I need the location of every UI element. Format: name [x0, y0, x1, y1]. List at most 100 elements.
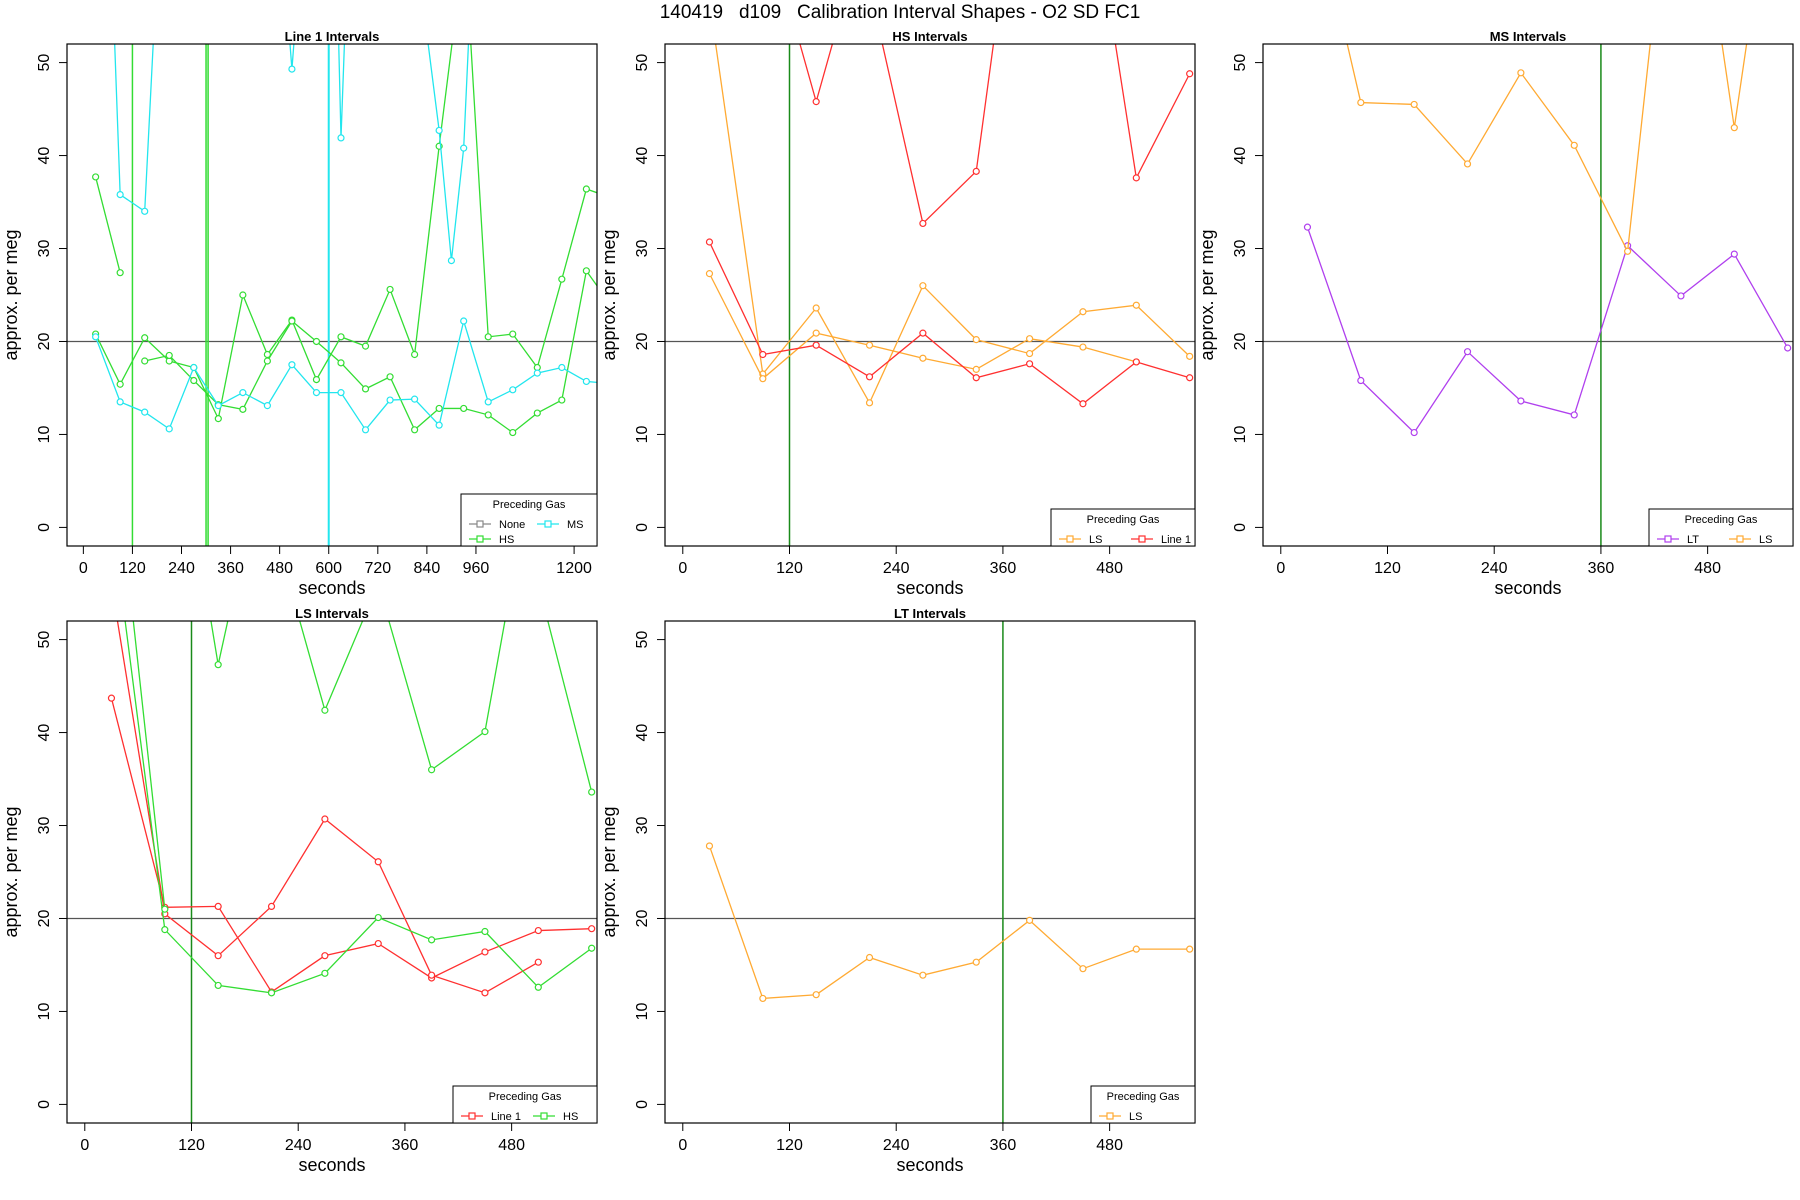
series-line — [94, 176, 121, 273]
plot-frame — [1262, 43, 1794, 547]
data-point — [116, 191, 124, 199]
series-line — [110, 697, 592, 993]
legend-swatch-marker — [1736, 535, 1744, 543]
data-point — [107, 694, 116, 702]
y-tick-label: 10 — [36, 425, 53, 443]
data-point — [288, 361, 296, 369]
y-tick-label: 10 — [1232, 425, 1249, 443]
data-point — [337, 134, 345, 142]
data-point — [386, 285, 394, 294]
data-point — [919, 971, 927, 979]
x-tick-label: 720 — [364, 560, 391, 577]
data-point — [214, 402, 222, 410]
data-point — [759, 994, 767, 1003]
x-tick-label: 240 — [883, 560, 910, 577]
y-tick-label: 0 — [634, 1100, 651, 1109]
data-point — [533, 369, 541, 377]
data-point — [705, 842, 714, 850]
legend-entry-label: HS — [563, 1111, 578, 1123]
x-tick-label: 360 — [990, 560, 1017, 577]
y-tick-label: 50 — [1232, 54, 1249, 72]
legend-entry-label: LS — [1129, 1111, 1142, 1123]
data-point — [141, 408, 149, 416]
data-point — [484, 333, 492, 341]
legend-entry-label: LS — [1089, 534, 1102, 546]
data-point — [141, 207, 149, 215]
data-point — [435, 126, 443, 135]
legend-box — [460, 493, 598, 547]
x-tick-label: 840 — [414, 560, 441, 577]
x-tick-label: 0 — [79, 560, 88, 577]
data-point — [812, 991, 820, 999]
series-line — [338, 44, 346, 138]
data-point — [1186, 374, 1194, 382]
data-point — [361, 342, 370, 350]
data-point — [165, 425, 173, 433]
data-point — [460, 144, 468, 152]
x-axis-label: seconds — [896, 578, 963, 598]
series-line — [132, 621, 166, 910]
legend-entry-label: Line 1 — [1161, 534, 1191, 546]
data-point — [812, 304, 820, 312]
y-tick-label: 20 — [634, 332, 651, 350]
data-point — [386, 373, 394, 381]
x-tick-label: 240 — [883, 1137, 910, 1154]
legend-entry-label: HS — [499, 534, 514, 546]
y-tick-label: 10 — [634, 1002, 651, 1020]
data-point — [239, 405, 247, 413]
data-point — [190, 376, 198, 385]
plot-frame — [66, 620, 598, 1124]
legend-swatch-marker — [540, 1112, 548, 1120]
data-point — [92, 333, 100, 341]
series-line — [708, 241, 1190, 405]
x-tick-label: 0 — [80, 1137, 89, 1154]
series-line — [427, 44, 470, 261]
data-point — [1079, 400, 1087, 408]
figure-title: 140419 d109 Calibration Interval Shapes … — [659, 2, 1141, 23]
series-line — [1346, 44, 1651, 254]
y-tick-label: 40 — [634, 147, 651, 165]
x-tick-label: 480 — [1096, 560, 1123, 577]
data-point — [972, 958, 980, 966]
series-line — [708, 845, 1190, 1000]
data-point — [312, 375, 321, 384]
series-line — [114, 44, 154, 213]
data-point — [161, 905, 169, 913]
x-tick-label: 240 — [168, 560, 195, 577]
chart-panel-4: LS Intervals seconds approx. per meg 0 120 24… — [1, 606, 598, 1175]
data-point — [972, 336, 980, 344]
data-point — [533, 409, 541, 417]
data-point — [865, 953, 874, 962]
y-axis-label: approx. per meg — [599, 229, 619, 360]
data-point — [1730, 250, 1738, 258]
data-point — [1079, 308, 1087, 316]
x-tick-label: 480 — [498, 1137, 525, 1154]
legend-entry-label: Line 1 — [491, 1111, 521, 1123]
legend-swatch-marker — [476, 520, 484, 528]
y-tick-label: 30 — [36, 240, 53, 258]
y-tick-label: 30 — [634, 817, 651, 835]
data-point — [263, 357, 271, 365]
data-point — [972, 365, 980, 373]
data-point — [1186, 70, 1194, 78]
data-point — [337, 359, 345, 367]
data-point — [919, 282, 927, 290]
data-point — [1025, 335, 1034, 343]
x-tick-label: 0 — [678, 1137, 687, 1154]
legend-title: Preceding Gas — [1107, 1091, 1180, 1103]
data-point — [1517, 397, 1525, 405]
y-axis-label: approx. per meg — [1, 806, 21, 937]
x-tick-label: 360 — [990, 1137, 1017, 1154]
data-point — [460, 404, 468, 413]
y-tick-label: 20 — [1232, 332, 1249, 350]
chart-panel-3: MS Intervals seconds approx. per meg 0 120 24… — [1197, 29, 1794, 598]
data-point — [435, 404, 443, 413]
series-line — [799, 44, 834, 105]
data-point — [1357, 98, 1365, 107]
series-line — [714, 44, 1191, 405]
data-point — [534, 926, 542, 935]
data-point — [321, 706, 329, 714]
x-tick-label: 0 — [1276, 560, 1285, 577]
series-line — [210, 621, 229, 665]
data-point — [190, 363, 198, 372]
